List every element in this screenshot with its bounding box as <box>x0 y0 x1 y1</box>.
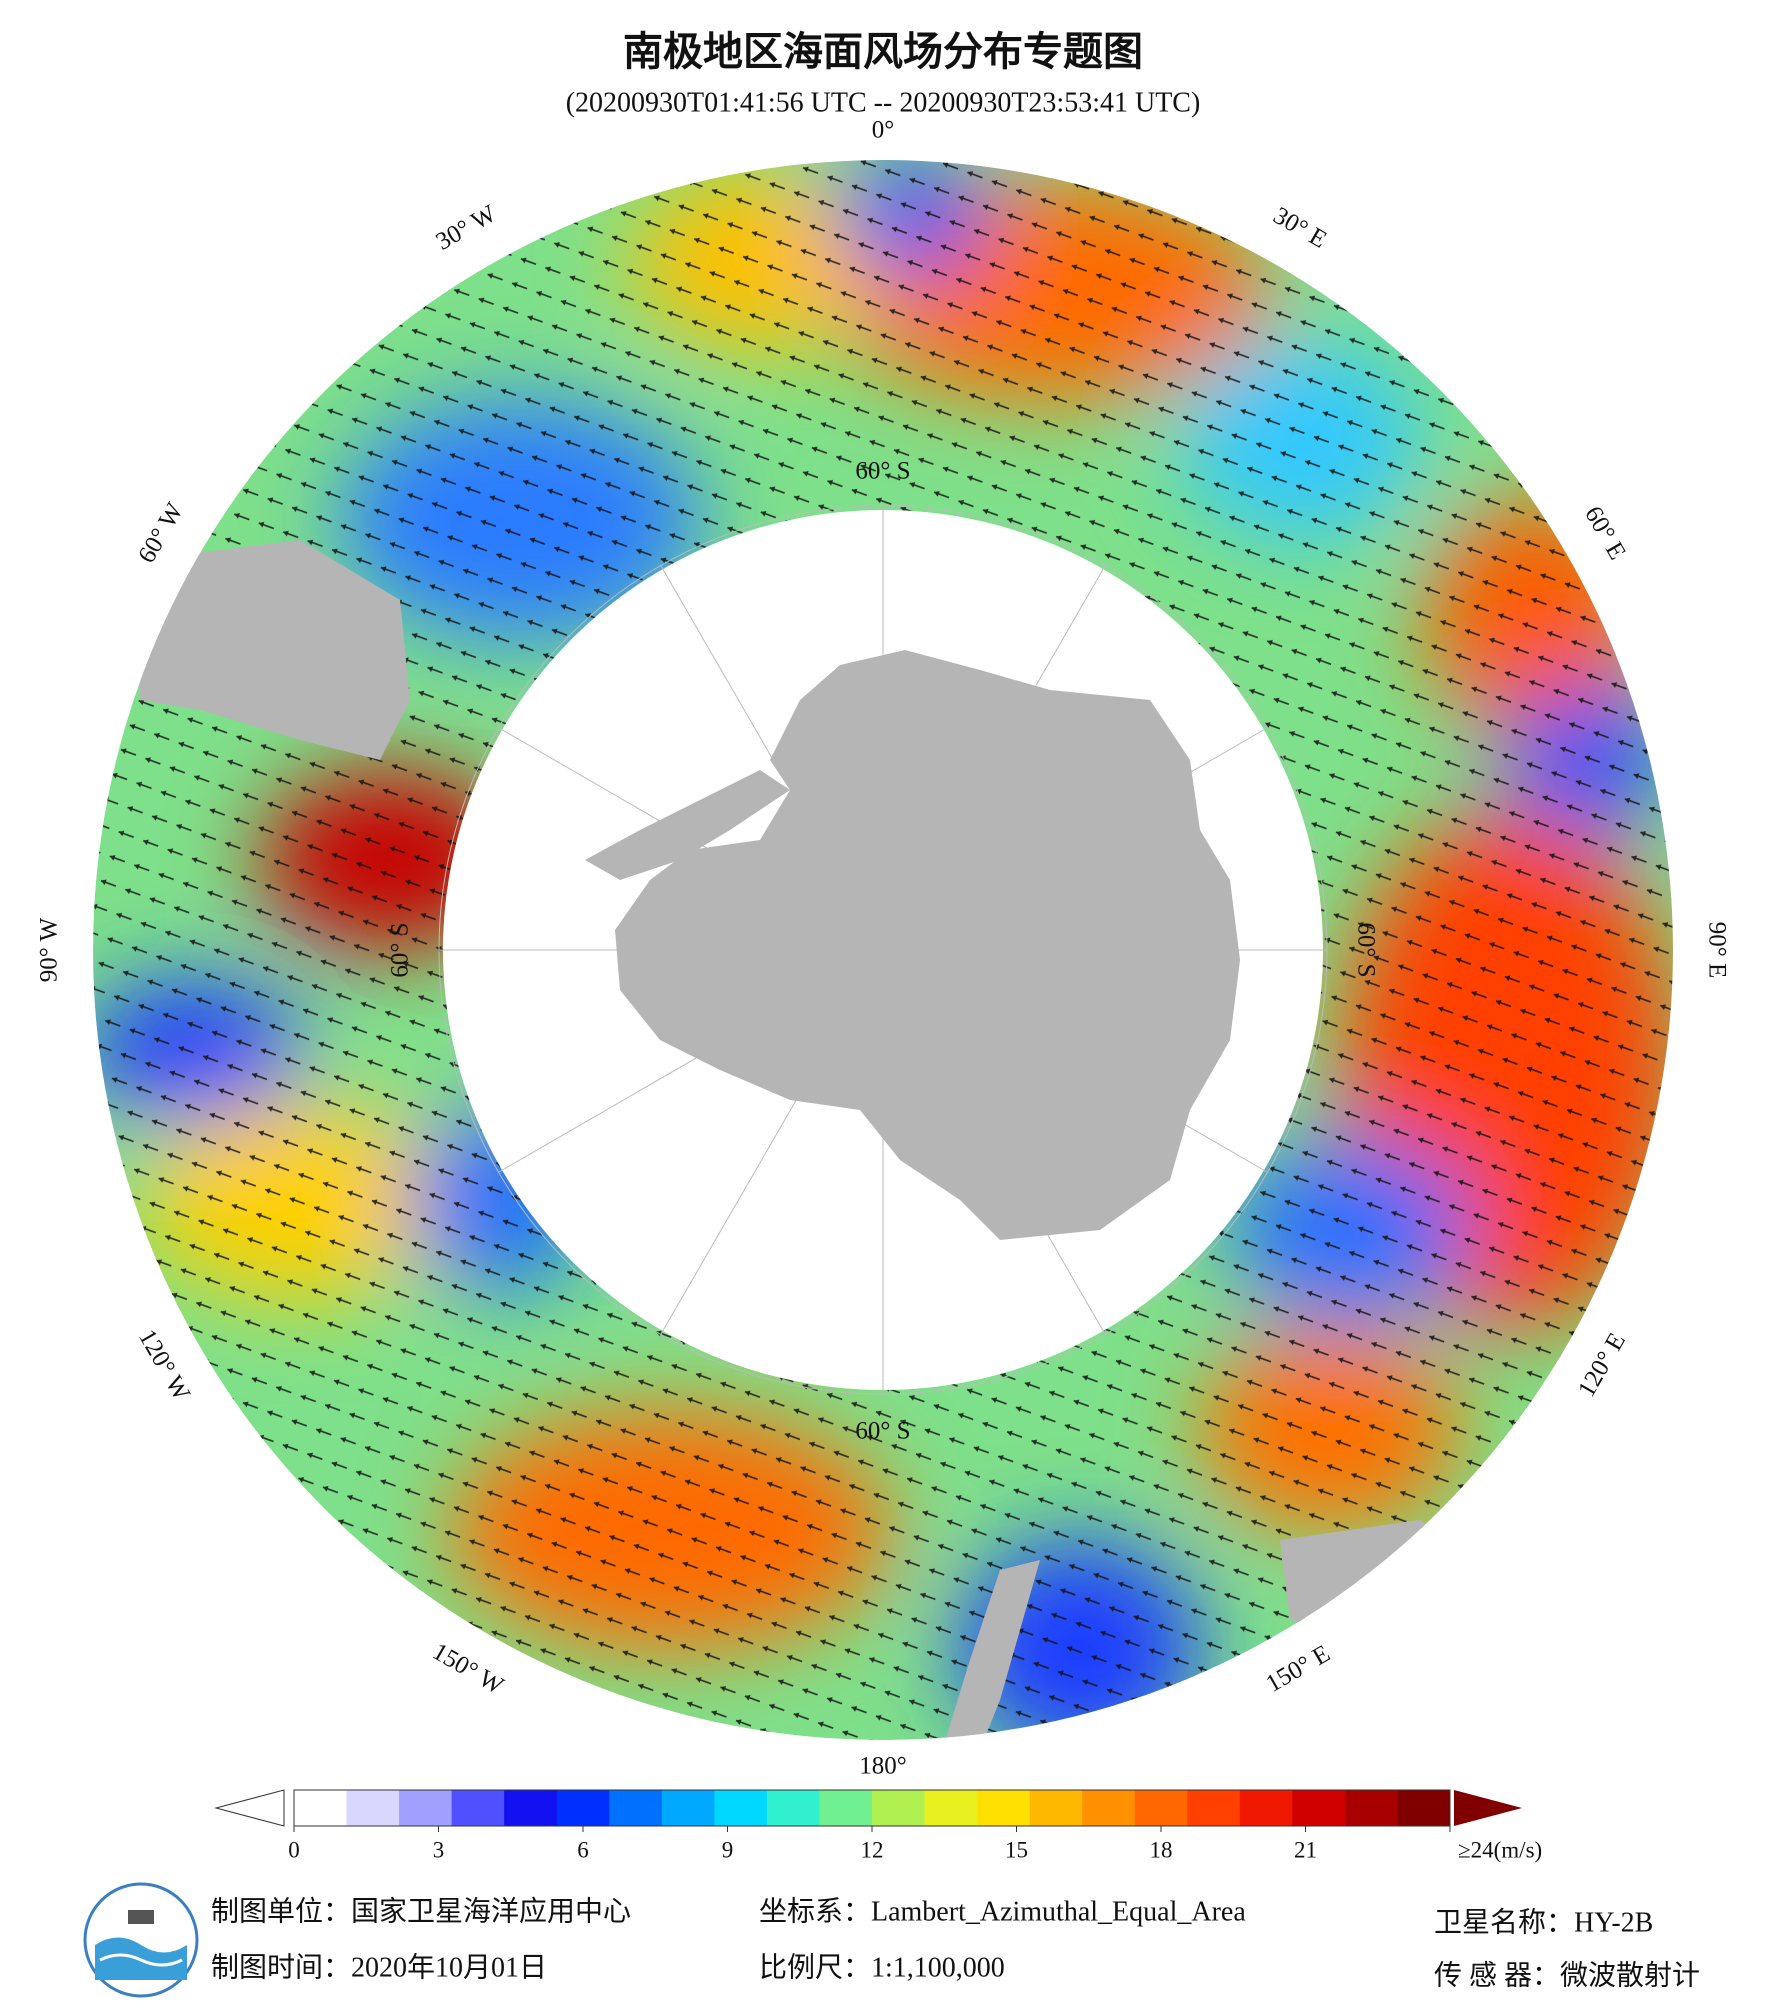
longitude-label: 60° W <box>133 498 189 568</box>
footer-scale: 比例尺：1:1,100,000 <box>759 1951 1005 1983</box>
colorbar-swatch <box>1292 1790 1346 1826</box>
footer-date: 制图时间：2020年10月01日 <box>211 1951 547 1983</box>
longitude-label: 30° W <box>431 200 501 256</box>
colorbar-swatch <box>977 1790 1031 1826</box>
footer-satellite: 卫星名称：HY-2B <box>1434 1906 1653 1938</box>
colorbar-tick-label: 15 <box>1005 1837 1028 1862</box>
colorbar-tick-label: ≥24(m/s) <box>1458 1837 1542 1862</box>
latitude-label: 60° S <box>387 922 414 977</box>
colorbar-swatch <box>556 1790 610 1826</box>
longitude-label: 90° E <box>1703 922 1730 979</box>
colorbar-swatch <box>609 1790 663 1826</box>
colorbar-swatch <box>1082 1790 1136 1826</box>
colorbar-swatch <box>504 1790 558 1826</box>
colorbar-swatch <box>924 1790 978 1826</box>
colorbar-swatch <box>1029 1790 1083 1826</box>
colorbar-tick-label: 18 <box>1150 1837 1173 1862</box>
longitude-label: 180° <box>859 1753 907 1780</box>
longitude-label: 120° E <box>1573 1328 1631 1401</box>
colorbar-tick-label: 9 <box>722 1837 734 1862</box>
antarctic-peninsula <box>585 770 790 880</box>
colorbar-tick-label: 6 <box>577 1837 589 1862</box>
longitude-label: 0° <box>872 117 895 144</box>
footer-unit: 制图单位：国家卫星海洋应用中心 <box>211 1895 631 1927</box>
colorbar-tick-label: 12 <box>861 1837 884 1862</box>
colorbar-swatch <box>399 1790 453 1826</box>
antarctica <box>615 650 1240 1240</box>
colorbar-swatch <box>1134 1790 1188 1826</box>
longitude-label: 30° E <box>1269 202 1331 254</box>
colorbar-tick-label: 3 <box>433 1837 445 1862</box>
title: 南极地区海面风场分布专题图 <box>623 29 1143 75</box>
colorbar-swatch <box>1397 1790 1451 1826</box>
colorbar-under <box>214 1789 285 1827</box>
longitude-label: 60° E <box>1579 502 1631 564</box>
colorbar-swatch <box>766 1790 820 1826</box>
colorbar-over <box>1454 1790 1522 1826</box>
longitude-label: 120° W <box>133 1325 195 1405</box>
footer-crs: 坐标系：Lambert_Azimuthal_Equal_Area <box>759 1895 1246 1927</box>
longitude-label: 150° E <box>1261 1640 1334 1698</box>
colorbar-swatch <box>1344 1790 1398 1826</box>
logo <box>83 1882 199 1998</box>
colorbar-swatch <box>872 1790 926 1826</box>
colorbar-tick-label: 0 <box>288 1837 300 1862</box>
colorbar-swatch <box>714 1790 768 1826</box>
footer-sensor: 传 感 器：微波散射计 <box>1434 1959 1700 1991</box>
colorbar-swatch <box>346 1790 400 1826</box>
colorbar-swatch <box>1239 1790 1293 1826</box>
longitude-label: 150° W <box>428 1638 508 1700</box>
colorbar-swatch <box>451 1790 505 1826</box>
colorbar-swatch <box>294 1790 348 1826</box>
colorbar-swatch <box>661 1790 715 1826</box>
longitude-label: 90° W <box>36 917 63 982</box>
subtitle: (20200930T01:41:56 UTC -- 20200930T23:53… <box>566 87 1201 118</box>
latitude-label: 60° S <box>855 1418 910 1445</box>
colorbar-swatch <box>1187 1790 1241 1826</box>
colorbar-tick-label: 21 <box>1294 1837 1317 1862</box>
latitude-label: 60° S <box>1352 922 1379 977</box>
latitude-label: 60° S <box>855 458 910 485</box>
colorbar-swatch <box>819 1790 873 1826</box>
